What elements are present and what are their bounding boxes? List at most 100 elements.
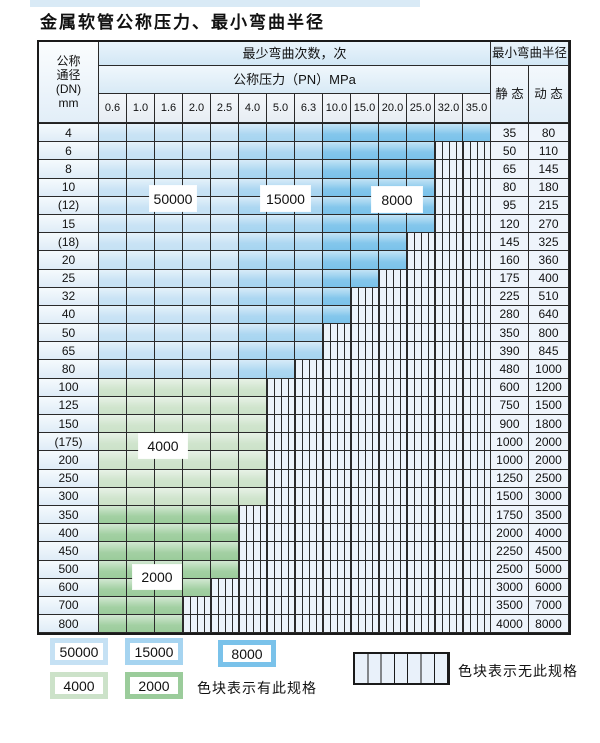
no-spec-cell bbox=[267, 578, 295, 597]
no-spec-cell bbox=[407, 378, 435, 397]
spec-cell bbox=[351, 124, 379, 143]
dn-cell: 65 bbox=[39, 342, 99, 361]
spec-cell bbox=[211, 451, 239, 470]
spec-cell bbox=[239, 214, 267, 234]
no-spec-cell bbox=[323, 469, 351, 488]
spec-cell bbox=[127, 233, 155, 252]
spec-cell bbox=[99, 451, 127, 470]
pressure-header-cell: 32.0 bbox=[435, 94, 463, 123]
spec-cell bbox=[239, 415, 267, 434]
spec-cell bbox=[155, 469, 183, 488]
no-spec-cell bbox=[379, 469, 407, 488]
no-spec-cell bbox=[351, 342, 379, 361]
static-radius-cell: 35 bbox=[491, 124, 529, 143]
no-spec-cell bbox=[463, 505, 491, 525]
spec-cell bbox=[127, 487, 155, 506]
no-spec-cell bbox=[351, 396, 379, 415]
no-spec-cell bbox=[435, 305, 463, 325]
pressure-header-cell: 0.6 bbox=[99, 94, 127, 123]
no-spec-cell bbox=[351, 433, 379, 452]
spec-cell bbox=[183, 233, 211, 252]
no-spec-cell bbox=[463, 196, 491, 215]
dynamic-radius-cell: 3000 bbox=[529, 487, 569, 506]
no-spec-cell bbox=[407, 360, 435, 379]
static-radius-cell: 2250 bbox=[491, 542, 529, 561]
legend-swatch-8000: 8000 bbox=[218, 640, 276, 667]
no-spec-cell bbox=[351, 505, 379, 525]
dynamic-radius-cell: 360 bbox=[529, 251, 569, 270]
spec-cell bbox=[239, 451, 267, 470]
no-spec-cell bbox=[379, 542, 407, 561]
spec-cell bbox=[155, 505, 183, 525]
legend-swatch-label: 50000 bbox=[55, 643, 103, 660]
static-radius-cell: 160 bbox=[491, 251, 529, 270]
spec-cell bbox=[267, 269, 295, 288]
spec-cell bbox=[155, 324, 183, 343]
no-spec-cell bbox=[379, 269, 407, 288]
spec-cell bbox=[323, 124, 351, 143]
spec-cell bbox=[99, 178, 127, 197]
no-spec-cell bbox=[323, 415, 351, 434]
no-spec-cell bbox=[267, 415, 295, 434]
no-spec-cell bbox=[351, 560, 379, 579]
dn-cell: 400 bbox=[39, 524, 99, 543]
dynamic-radius-cell: 7000 bbox=[529, 596, 569, 616]
spec-cell bbox=[183, 396, 211, 415]
static-radius-cell: 1250 bbox=[491, 469, 529, 488]
static-radius-cell: 1000 bbox=[491, 451, 529, 470]
legend-no-spec-swatch bbox=[353, 652, 450, 685]
spec-cell bbox=[183, 487, 211, 506]
static-radius-cell: 750 bbox=[491, 396, 529, 415]
spec-cell bbox=[295, 214, 323, 234]
spec-cell bbox=[211, 560, 239, 579]
no-spec-cell bbox=[295, 560, 323, 579]
spec-cell bbox=[127, 378, 155, 397]
no-spec-cell bbox=[351, 451, 379, 470]
no-spec-cell bbox=[463, 615, 491, 634]
spec-cell bbox=[155, 342, 183, 361]
no-spec-cell bbox=[239, 524, 267, 543]
spec-cell bbox=[183, 524, 211, 543]
pressure-header-cell: 2.5 bbox=[211, 94, 239, 123]
no-spec-cell bbox=[463, 269, 491, 288]
no-spec-cell bbox=[351, 469, 379, 488]
spec-cell bbox=[183, 451, 211, 470]
spec-cell bbox=[211, 251, 239, 270]
static-radius-cell: 350 bbox=[491, 324, 529, 343]
spec-cell bbox=[323, 269, 351, 288]
spec-cell bbox=[99, 196, 127, 215]
spec-cell bbox=[127, 142, 155, 161]
static-radius-cell: 3500 bbox=[491, 596, 529, 616]
no-spec-cell bbox=[463, 342, 491, 361]
legend-swatch-50000: 50000 bbox=[50, 638, 108, 665]
no-spec-cell bbox=[351, 287, 379, 306]
no-spec-cell bbox=[435, 560, 463, 579]
static-radius-cell: 50 bbox=[491, 142, 529, 161]
spec-cell bbox=[351, 269, 379, 288]
spec-cell bbox=[155, 415, 183, 434]
spec-cell bbox=[211, 505, 239, 525]
legend-swatch-label: 15000 bbox=[130, 643, 178, 660]
no-spec-cell bbox=[295, 469, 323, 488]
spec-cell bbox=[239, 396, 267, 415]
no-spec-cell bbox=[323, 560, 351, 579]
spec-cell bbox=[211, 287, 239, 306]
spec-cell bbox=[239, 233, 267, 252]
no-spec-cell bbox=[463, 487, 491, 506]
spec-cell bbox=[267, 251, 295, 270]
no-spec-cell bbox=[463, 396, 491, 415]
no-spec-cell bbox=[239, 560, 267, 579]
spec-cell bbox=[99, 487, 127, 506]
static-radius-cell: 65 bbox=[491, 160, 529, 179]
no-spec-cell bbox=[379, 378, 407, 397]
spec-cell bbox=[183, 360, 211, 379]
spec-cell bbox=[379, 160, 407, 179]
spec-cell bbox=[155, 360, 183, 379]
no-spec-cell bbox=[295, 615, 323, 634]
spec-cell bbox=[379, 214, 407, 234]
no-spec-cell bbox=[435, 214, 463, 234]
spec-cell bbox=[183, 124, 211, 143]
spec-cell bbox=[99, 415, 127, 434]
no-spec-cell bbox=[379, 396, 407, 415]
